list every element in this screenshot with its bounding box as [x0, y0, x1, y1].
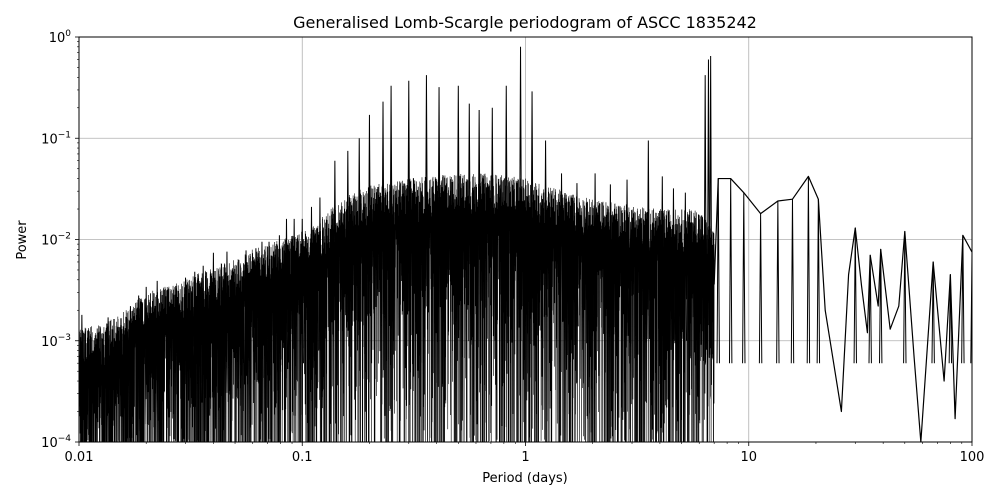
periodogram-peak: [456, 85, 460, 306]
x-tick-label: 1: [521, 450, 529, 465]
periodogram-peak: [625, 179, 629, 336]
periodogram-peak: [593, 173, 597, 332]
periodogram-peak: [518, 46, 523, 310]
periodogram-peak: [853, 227, 857, 364]
periodogram-peak: [530, 91, 534, 313]
periodogram-peak: [106, 317, 110, 442]
periodogram-line-dense: [79, 173, 715, 442]
periodogram-peak: [903, 231, 907, 364]
y-tick-exponent: −2: [58, 232, 71, 242]
y-tick-base: 10: [41, 234, 58, 249]
periodogram-peak: [504, 85, 508, 308]
periodogram-peak: [381, 101, 385, 315]
x-tick-label: 10: [740, 450, 757, 465]
periodogram-peak: [201, 265, 205, 403]
periodogram-peak: [309, 206, 314, 357]
periodogram-peak: [292, 218, 296, 367]
y-tick-label: 10−1: [41, 130, 71, 147]
periodogram-peak: [144, 286, 148, 425]
periodogram-peak: [80, 314, 84, 442]
periodogram-peak: [806, 176, 811, 364]
y-tick-base: 10: [49, 31, 66, 46]
periodogram-peak: [318, 197, 322, 351]
periodogram-peak: [237, 259, 241, 389]
periodogram-peak: [703, 75, 707, 350]
periodogram-peak: [333, 160, 337, 338]
periodogram-peak: [706, 59, 711, 355]
periodogram-peak: [211, 252, 216, 398]
periodogram-peak: [559, 173, 564, 322]
periodogram-peak: [970, 252, 972, 364]
periodogram-peak: [467, 103, 471, 306]
periodogram-peak: [816, 199, 821, 364]
periodogram-peak: [284, 218, 289, 370]
y-tick-base: 10: [41, 335, 58, 350]
periodogram-peak: [155, 280, 159, 421]
x-tick-label: 0.01: [65, 450, 94, 465]
x-axis-label: Period (days): [482, 471, 568, 486]
periodogram-peak: [660, 176, 664, 341]
periodogram-peak: [790, 199, 795, 364]
periodogram-peak: [728, 178, 733, 364]
y-tick-label: 100: [49, 29, 72, 46]
periodogram-peak: [742, 192, 746, 364]
periodogram-peak: [346, 150, 350, 328]
periodogram-peak: [490, 107, 494, 306]
periodogram-peak: [367, 114, 372, 317]
periodogram-peak: [244, 250, 248, 385]
power-series: [79, 46, 972, 442]
periodogram-peak: [300, 218, 304, 364]
periodogram-peak: [575, 183, 579, 327]
periodogram-peak: [128, 306, 133, 438]
y-tick-exponent: −3: [58, 333, 71, 343]
y-tick-base: 10: [41, 436, 58, 451]
y-tick-label: 10−2: [41, 232, 71, 249]
periodogram-peak: [671, 188, 676, 341]
periodogram-peak: [776, 200, 780, 364]
y-tick-exponent: 0: [65, 29, 71, 39]
periodogram-peak: [254, 248, 258, 380]
periodogram-peak: [225, 251, 229, 393]
periodogram-peak: [437, 87, 441, 308]
x-tick-label: 0.1: [292, 450, 313, 465]
y-tick-exponent: −4: [58, 434, 72, 444]
y-tick-base: 10: [41, 132, 58, 147]
periodogram-peak: [543, 140, 548, 317]
y-tick-exponent: −1: [58, 130, 71, 140]
periodogram-peak: [183, 277, 188, 412]
periodogram-peak: [708, 55, 713, 358]
periodogram-peak: [646, 140, 651, 340]
periodogram-peak: [267, 241, 271, 376]
periodogram-peak: [136, 295, 141, 431]
periodogram-peak: [608, 184, 613, 334]
periodogram-peak: [260, 241, 264, 378]
x-tick-label: 100: [960, 450, 985, 465]
y-tick-label: 10−4: [41, 434, 71, 451]
periodogram-peak: [389, 85, 393, 313]
periodogram-peak: [166, 289, 170, 418]
periodogram-peak: [193, 271, 197, 407]
periodogram-peak: [477, 110, 481, 306]
periodogram-peak: [357, 138, 361, 322]
y-tick-label: 10−3: [41, 333, 71, 350]
periodogram-peak: [407, 80, 411, 311]
periodogram-peak: [683, 192, 688, 341]
periodogram-peak: [277, 235, 282, 372]
chart-title: Generalised Lomb-Scargle periodogram of …: [293, 13, 757, 32]
y-axis-label: Power: [15, 220, 30, 260]
periodogram-peak: [424, 75, 429, 309]
periodogram-line-tail: [713, 175, 972, 442]
